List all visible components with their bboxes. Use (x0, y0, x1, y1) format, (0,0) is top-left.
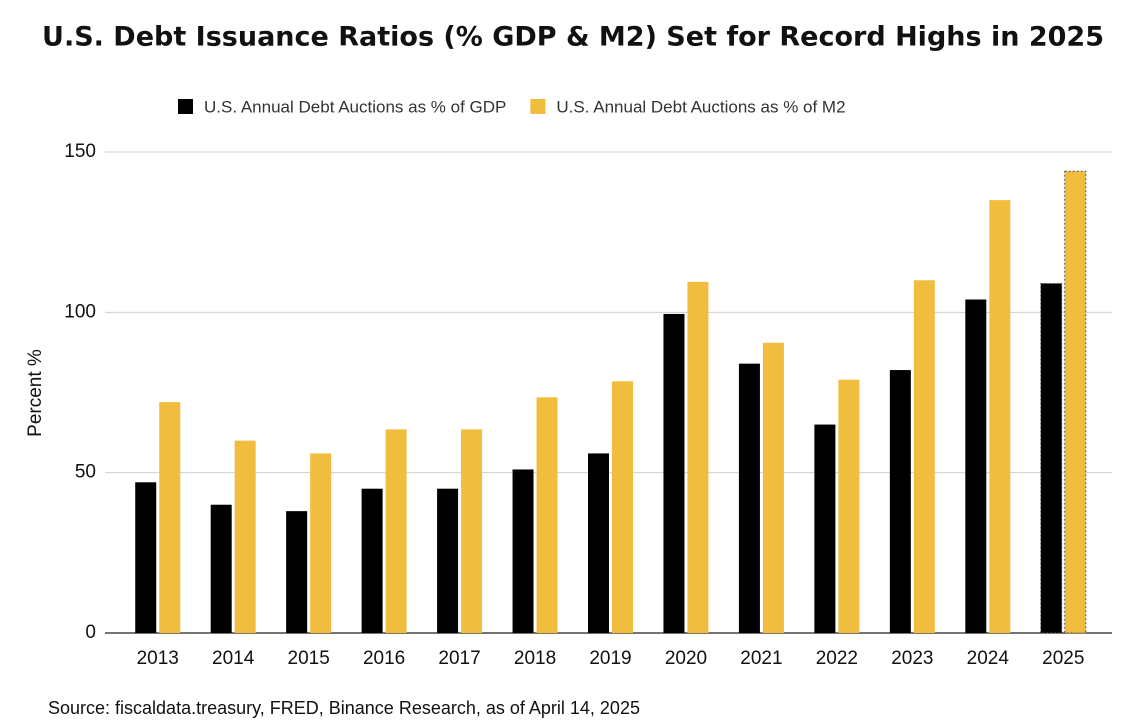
bar (461, 429, 483, 633)
x-tick-label: 2014 (212, 648, 255, 669)
x-tick-label: 2013 (137, 648, 179, 669)
bar (385, 429, 407, 633)
legend-swatch (178, 99, 193, 114)
x-tick-label: 2025 (1042, 648, 1084, 669)
y-tick-label: 0 (85, 622, 96, 643)
legend-label: U.S. Annual Debt Auctions as % of GDP (204, 97, 506, 116)
bar (738, 363, 760, 633)
bar (965, 299, 987, 633)
source-note: Source: fiscaldata.treasury, FRED, Binan… (48, 698, 640, 718)
bar (989, 200, 1011, 633)
bar (536, 397, 558, 633)
bar (310, 453, 332, 633)
y-tick-label: 100 (64, 301, 96, 322)
bar (159, 402, 181, 633)
x-tick-label: 2016 (363, 648, 405, 669)
chart-title: U.S. Debt Issuance Ratios (% GDP & M2) S… (42, 22, 1104, 53)
x-tick-label: 2018 (514, 648, 556, 669)
x-tick-label: 2024 (967, 648, 1010, 669)
y-tick-label: 50 (75, 462, 96, 483)
x-tick-label: 2020 (665, 648, 707, 669)
bar (437, 488, 459, 633)
x-tick-label: 2017 (438, 648, 480, 669)
bar (286, 511, 308, 633)
legend-swatch (530, 99, 546, 114)
bar (1040, 282, 1063, 634)
bar (913, 280, 935, 633)
x-tick-label: 2015 (288, 648, 330, 669)
x-tick-label: 2021 (740, 648, 782, 669)
legend-label: U.S. Annual Debt Auctions as % of M2 (556, 97, 845, 116)
bar (135, 482, 157, 633)
bar (1064, 170, 1087, 634)
bar (612, 381, 633, 633)
bar (663, 313, 685, 633)
bar (889, 370, 911, 633)
bar (687, 281, 709, 633)
y-tick-label: 150 (64, 141, 96, 162)
bar (838, 379, 860, 633)
bar (234, 440, 256, 633)
x-tick-label: 2023 (891, 648, 933, 669)
x-tick-label: 2019 (589, 648, 631, 669)
y-axis-label: Percent % (25, 349, 46, 437)
bar (210, 504, 232, 633)
bar (814, 424, 836, 633)
x-tick-label: 2022 (816, 648, 858, 669)
bar (512, 469, 534, 633)
bar (588, 453, 609, 633)
bar (361, 488, 383, 633)
bar (762, 342, 784, 633)
